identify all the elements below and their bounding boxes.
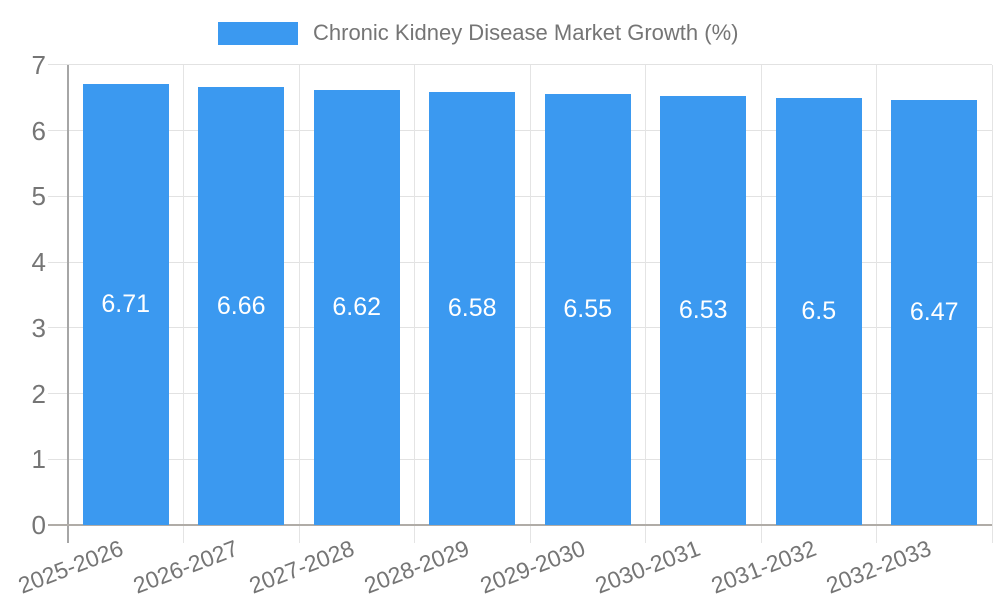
legend[interactable]: Chronic Kidney Disease Market Growth (%) [218,20,738,46]
y-tick-label: 3 [31,312,46,343]
y-tick-label: 2 [31,378,46,409]
y-tick-label: 6 [31,115,46,146]
v-gridline [414,64,415,543]
y-tick-label: 0 [31,510,46,540]
bar[interactable]: 6.62 [313,89,400,525]
h-gridline [48,195,992,197]
bar-value-label: 6.62 [332,292,382,321]
x-axis-line [48,524,992,526]
h-gridline [48,130,992,132]
bar[interactable]: 6.53 [660,95,747,525]
bar-value-label: 6.66 [216,291,266,320]
legend-series-label: Chronic Kidney Disease Market Growth (%) [313,20,739,45]
v-gridline [298,64,300,543]
bar-value-label: 6.55 [563,295,613,324]
v-gridline [876,64,877,543]
bar[interactable]: 6.71 [82,83,169,525]
v-gridline [529,64,531,543]
y-tick-label: 4 [31,247,46,278]
bar[interactable]: 6.66 [198,87,285,525]
bar[interactable]: 6.5 [775,97,862,525]
legend-swatch [218,21,298,45]
bar-value-label: 6.5 [801,296,837,325]
v-gridline [645,64,646,543]
y-tick-label: 7 [31,49,46,80]
bar-value-label: 6.71 [101,289,151,318]
v-gridline [183,64,184,543]
h-gridline [48,327,992,329]
bar-value-label: 6.53 [678,295,728,324]
y-axis-line [67,64,69,543]
h-gridline [48,458,992,460]
v-gridline [760,64,762,543]
h-gridline [48,261,992,263]
bar[interactable]: 6.58 [429,92,516,525]
v-gridline [991,64,993,543]
h-gridline [48,393,992,394]
h-gridline [48,64,992,66]
y-tick-label: 1 [31,444,46,475]
bar[interactable]: 6.55 [544,94,631,525]
y-tick-label: 5 [31,181,46,212]
bar-value-label: 6.58 [447,294,497,323]
bar[interactable]: 6.47 [891,99,978,525]
bar-value-label: 6.47 [909,297,959,326]
